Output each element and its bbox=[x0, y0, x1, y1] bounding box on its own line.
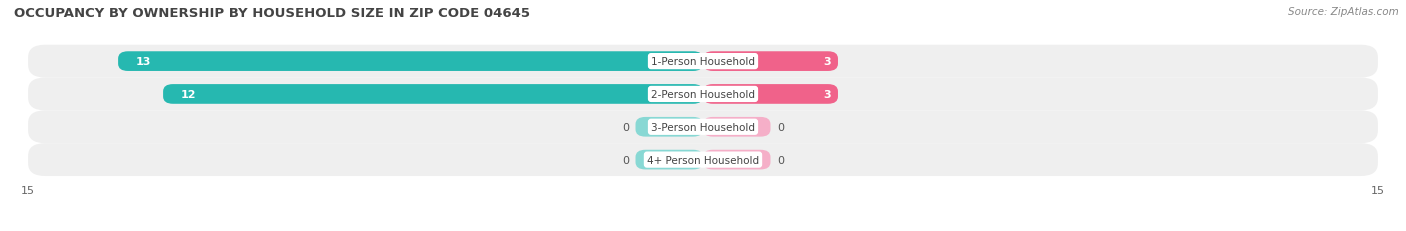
Text: 4+ Person Household: 4+ Person Household bbox=[647, 155, 759, 165]
Text: 0: 0 bbox=[778, 155, 785, 165]
FancyBboxPatch shape bbox=[703, 117, 770, 137]
FancyBboxPatch shape bbox=[28, 144, 1378, 176]
FancyBboxPatch shape bbox=[163, 85, 703, 104]
FancyBboxPatch shape bbox=[28, 46, 1378, 78]
Text: 3-Person Household: 3-Person Household bbox=[651, 122, 755, 132]
Text: 13: 13 bbox=[136, 57, 152, 67]
Text: 12: 12 bbox=[181, 90, 197, 100]
FancyBboxPatch shape bbox=[703, 52, 838, 72]
FancyBboxPatch shape bbox=[28, 78, 1378, 111]
Text: 3: 3 bbox=[824, 90, 831, 100]
Text: OCCUPANCY BY OWNERSHIP BY HOUSEHOLD SIZE IN ZIP CODE 04645: OCCUPANCY BY OWNERSHIP BY HOUSEHOLD SIZE… bbox=[14, 7, 530, 20]
Text: 0: 0 bbox=[621, 155, 628, 165]
Text: 0: 0 bbox=[621, 122, 628, 132]
Text: 2-Person Household: 2-Person Household bbox=[651, 90, 755, 100]
Text: 0: 0 bbox=[778, 122, 785, 132]
FancyBboxPatch shape bbox=[636, 150, 703, 170]
FancyBboxPatch shape bbox=[636, 117, 703, 137]
FancyBboxPatch shape bbox=[28, 111, 1378, 144]
FancyBboxPatch shape bbox=[703, 150, 770, 170]
Text: 3: 3 bbox=[824, 57, 831, 67]
FancyBboxPatch shape bbox=[118, 52, 703, 72]
Legend: Owner-occupied, Renter-occupied: Owner-occupied, Renter-occupied bbox=[591, 229, 815, 231]
Text: 1-Person Household: 1-Person Household bbox=[651, 57, 755, 67]
FancyBboxPatch shape bbox=[703, 85, 838, 104]
Text: Source: ZipAtlas.com: Source: ZipAtlas.com bbox=[1288, 7, 1399, 17]
